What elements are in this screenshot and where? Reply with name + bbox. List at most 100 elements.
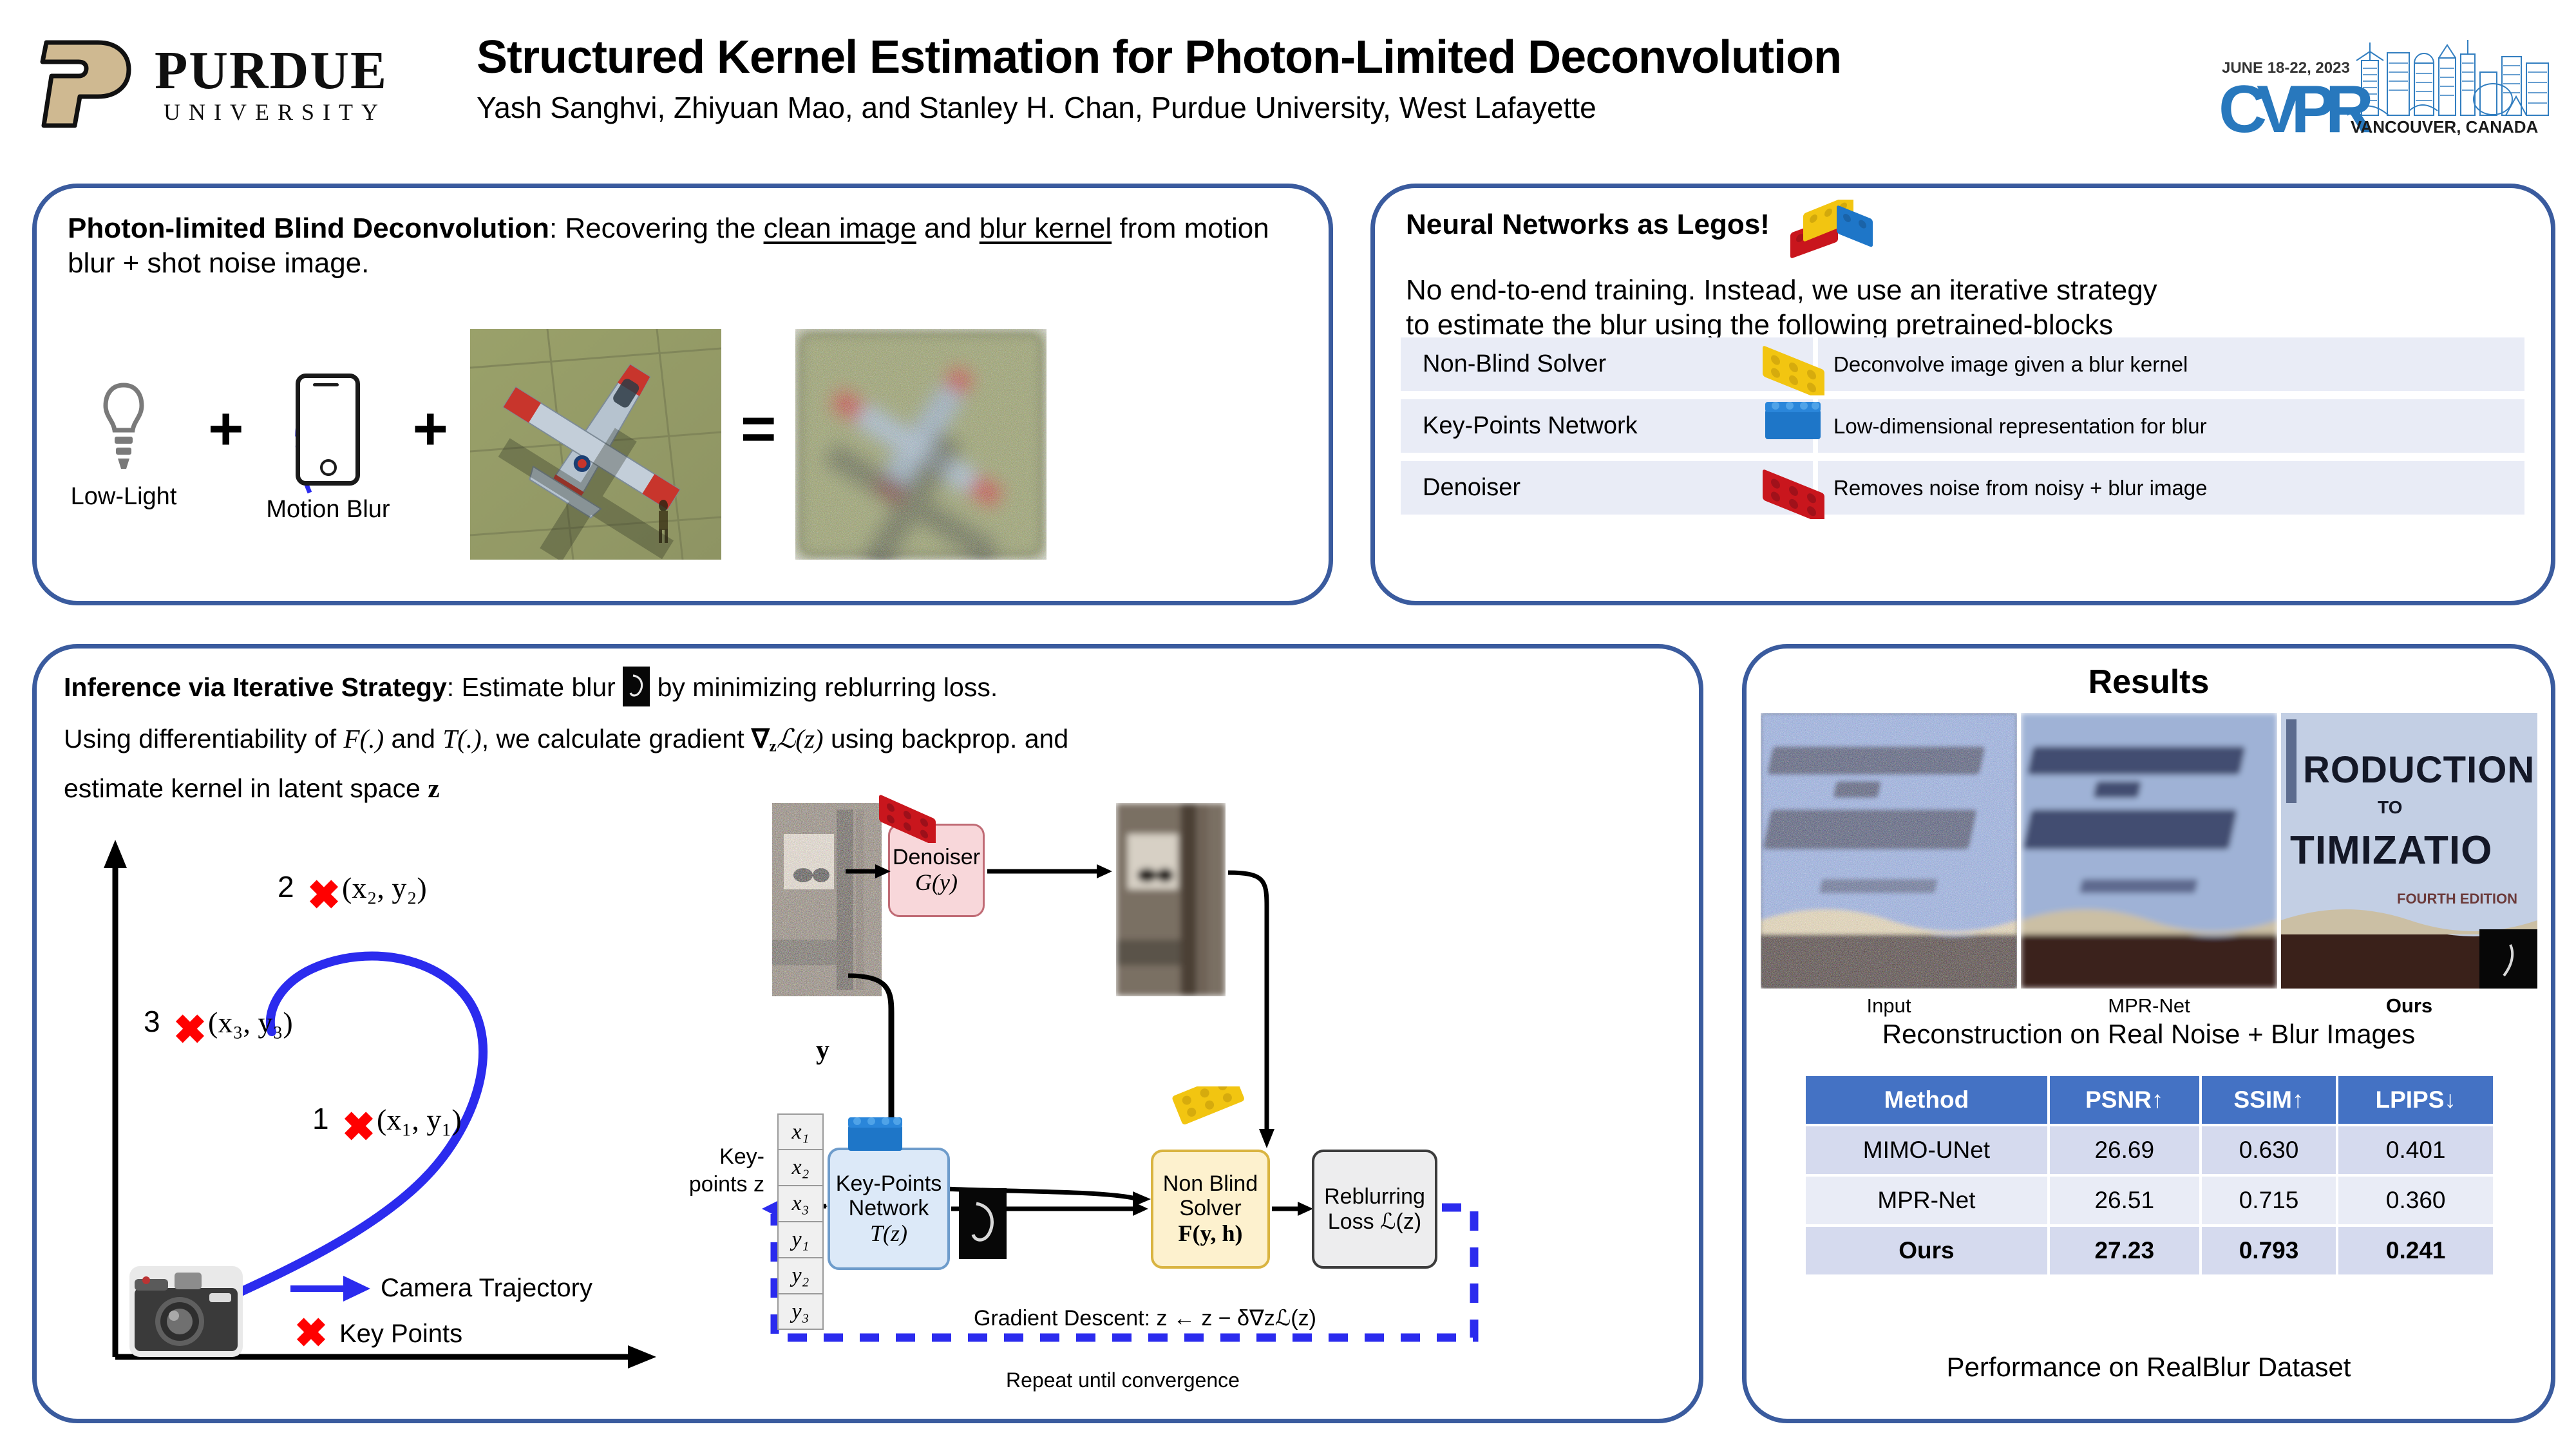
equals-sign: = [740, 394, 777, 463]
method-title-bold: Inference via Iterative Strategy [64, 672, 447, 702]
legend-key-points: ✖ Key Points [294, 1314, 462, 1354]
blue-lego-brick-icon [848, 1117, 902, 1151]
table-cell: 0.630 [2201, 1126, 2336, 1174]
lego-name-text: Denoiser [1423, 474, 1521, 501]
problem-title-bold: Photon-limited Blind Deconvolution [68, 213, 549, 244]
result-caption: Ours [2385, 994, 2433, 1017]
method-line2-a: Using differentiability of [64, 724, 344, 753]
table-row: MPR-Net 26.51 0.715 0.360 [1806, 1177, 2493, 1224]
motionblur-caption: Motion Blur [266, 495, 390, 523]
method-T: T(.) [442, 724, 482, 753]
legos-body-line1: No end-to-end training. Instead, we use … [1406, 274, 2157, 306]
svg-text:FOURTH EDITION: FOURTH EDITION [2397, 891, 2517, 907]
legos-title: Neural Networks as Legos! [1406, 209, 1770, 240]
keypoints-vector: x₁ x₂ x₃ y₁ y₂ y₃ [777, 1113, 824, 1330]
legos-block-table: Non-Blind Solver Deconvolve image given … [1401, 337, 2524, 523]
block-denoiser-label: Denoiser [892, 845, 981, 870]
result-caption: MPR-Net [2108, 994, 2190, 1017]
method-loss: ℒ(z) [776, 724, 824, 753]
sharp-image [469, 328, 722, 563]
lego-row-denoiser: Denoiser Removes noise from noisy + blur… [1401, 461, 2524, 519]
y-axis-arrowhead [104, 840, 127, 868]
block-non-blind-solver: Non Blind Solver F(y, h) [1151, 1150, 1270, 1269]
problem-title-rest2: and [916, 213, 980, 244]
problem-underline-blur-kernel: blur kernel [979, 213, 1112, 244]
method-description: Inference via Iterative Strategy: Estima… [64, 667, 1661, 804]
purdue-p-mark [39, 37, 135, 131]
lego-row-label: Non-Blind Solver [1401, 337, 1824, 395]
results-images-caption: Reconstruction on Real Noise + Blur Imag… [1882, 1019, 2416, 1049]
method-line2-c: , we calculate gradient [481, 724, 752, 753]
page-title: Structured Kernel Estimation for Photon-… [477, 32, 1842, 83]
gradient-descent-formula: Gradient Descent: z ← z − δ∇zℒ(z) [974, 1306, 1316, 1331]
result-image-input: Input [1761, 713, 2017, 1018]
block-denoiser: Denoiser G(y) [888, 824, 985, 917]
panel-neural-networks-legos: Neural Networks as Legos! No end-to-end … [1370, 184, 2555, 605]
lego-row-desc: Removes noise from noisy + blur image [1818, 461, 2524, 515]
table-header-row: Method PSNR↑ SSIM↑ LPIPS↓ [1806, 1076, 2493, 1124]
table-cell: 0.360 [2338, 1177, 2493, 1224]
repeat-until-convergence-label: Repeat until convergence [1006, 1368, 1240, 1392]
red-lego-brick-icon [1763, 469, 1824, 519]
legend-camera-trajectory: Camera Trajectory [288, 1274, 592, 1303]
lego-name-text: Key-Points Network [1423, 412, 1638, 439]
trajectory-curve [231, 951, 488, 1299]
method-line3-a: estimate kernel in latent space [64, 773, 428, 803]
vector-cell: x₂ [777, 1150, 824, 1186]
results-table: Method PSNR↑ SSIM↑ LPIPS↓ MIMO-UNet 26.6… [1803, 1074, 2496, 1277]
blur-kernel-thumbnail-icon [623, 667, 650, 706]
block-loss-label1: Reblurring [1324, 1184, 1425, 1209]
vector-cell: y₁ [777, 1222, 824, 1258]
lego-row-nonblind: Non-Blind Solver Deconvolve image given … [1401, 337, 2524, 395]
block-nbs-formula: F(y, h) [1178, 1220, 1243, 1247]
legos-intro-text: Neural Networks as Legos! No end-to-end … [1406, 200, 2501, 342]
camera-trajectory-plot: 2 ✖ (x₂, y₂) 3 ✖ (x₃, y₃) 1 ✖ (x₁, y₁) [95, 819, 752, 1386]
table-cell: 0.241 [2338, 1227, 2493, 1274]
svg-text:TO: TO [2378, 797, 2402, 817]
results-image-row: Input MPR-Net [1761, 713, 2543, 1018]
keypoint-marker-1: 1 ✖ (x₁, y₁) [312, 1102, 462, 1150]
results-title: Results [2088, 663, 2210, 701]
results-table-caption: Performance on RealBlur Dataset [1946, 1352, 2351, 1382]
lightbulb-icon [103, 382, 144, 469]
table-header-cell: Method [1806, 1076, 2047, 1124]
table-header-cell: SSIM↑ [2201, 1076, 2336, 1124]
plus-sign-2: + [412, 394, 448, 463]
blue-arrow-icon [290, 1275, 370, 1302]
table-cell: 0.715 [2201, 1177, 2336, 1224]
vector-cell: y₂ [777, 1258, 824, 1294]
block-kpn-formula: T(z) [869, 1220, 907, 1246]
legos-body-line2: to estimate the blur using the following… [1406, 308, 2114, 341]
table-cell: Ours [1806, 1227, 2047, 1274]
yellow-lego-brick-icon [1763, 346, 1824, 395]
vector-cell: x₃ [777, 1186, 824, 1222]
lego-row-keypoints: Key-Points Network Low-dimensional repre… [1401, 399, 2524, 453]
panel-results: Results [1742, 644, 2555, 1423]
result-image-ours: RODUCTION TO TIMIZATIO FOURTH EDITION Ou… [2281, 713, 2537, 1018]
purdue-logo: PURDUE UNIVERSITY [39, 35, 451, 132]
purdue-wordmark: PURDUE UNIVERSITY [155, 44, 388, 124]
purdue-wordmark-line2: UNIVERSITY [164, 99, 386, 125]
table-cell: MIMO-UNet [1806, 1126, 2047, 1174]
table-cell: 26.69 [2049, 1126, 2199, 1174]
method-line1-b: by minimizing reblurring loss. [650, 672, 998, 702]
conference-city: VANCOUVER, CANADA [2351, 117, 2539, 137]
table-cell: 27.23 [2049, 1227, 2199, 1274]
svg-text:TIMIZATIO: TIMIZATIO [2290, 828, 2492, 873]
vector-cell: y₃ [777, 1294, 824, 1330]
table-row: Ours 27.23 0.793 0.241 [1806, 1227, 2493, 1274]
legend-label-trajectory: Camera Trajectory [381, 1274, 592, 1302]
panel-problem-statement: Photon-limited Blind Deconvolution: Reco… [32, 184, 1333, 605]
keypoint-marker-3: 3 ✖ (x₃, y₃) [144, 1005, 293, 1052]
lego-cluster-icon [1790, 200, 1873, 258]
lego-row-label: Denoiser [1401, 461, 1824, 519]
lego-name-text: Non-Blind Solver [1423, 350, 1607, 377]
table-row: MIMO-UNet 26.69 0.630 0.401 [1806, 1126, 2493, 1174]
noisy-book-image [772, 803, 882, 996]
keypoints-label-line1: Key- [719, 1144, 764, 1169]
phone-icon [296, 373, 361, 486]
table-cell: MPR-Net [1806, 1177, 2047, 1224]
lego-row-label: Key-Points Network [1401, 399, 1821, 453]
lowlight-column: Low-Light [56, 381, 191, 511]
poster-header: PURDUE UNIVERSITY Structured Kernel Esti… [0, 0, 2576, 161]
